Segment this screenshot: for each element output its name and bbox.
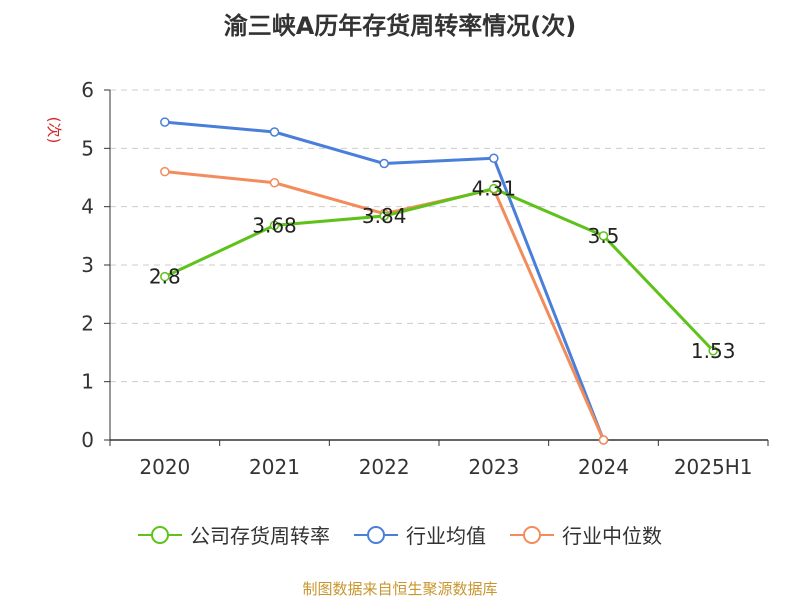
legend-label-industry-median: 行业中位数: [562, 524, 662, 548]
y-axis-label: (次): [45, 117, 63, 144]
y-tick-label: 0: [81, 428, 94, 452]
data-point: [160, 271, 170, 282]
data-label: 1.53: [691, 339, 736, 363]
legend-line-circle-icon: [354, 525, 398, 544]
legend-item-industry-median[interactable]: 行业中位数: [510, 520, 662, 549]
legend-line-circle-icon: [138, 525, 182, 544]
series-line: [164, 187, 715, 352]
data-point: [379, 158, 389, 169]
legend-label-industry-mean: 行业均值: [406, 524, 486, 548]
series-line: [164, 120, 605, 441]
data-point: [379, 211, 389, 221]
data-label: 3.68: [252, 213, 297, 237]
data-point: [269, 178, 280, 188]
data-point: [489, 183, 499, 194]
data-label: 4.31: [472, 177, 517, 201]
legend-line-circle-icon: [510, 525, 554, 544]
data-labels: 2.8 3.68 3.84 4.31 3.5 1.53: [149, 177, 736, 363]
data-label: 3.84: [362, 204, 407, 228]
y-tick-label: 3: [81, 253, 94, 277]
data-label: 3.5: [588, 224, 620, 248]
y-tick-label: 6: [81, 78, 94, 102]
data-point: [160, 117, 170, 127]
x-tick-label: 2025H1: [674, 455, 753, 479]
x-tick-label: 2020: [139, 455, 190, 479]
x-tick-label: 2024: [578, 455, 629, 479]
data-point: [489, 153, 499, 163]
chart-title: 渝三峡A历年存货周转率情况(次): [223, 12, 577, 40]
legend-item-company[interactable]: 公司存货周转率: [138, 520, 330, 549]
data-point: [598, 231, 609, 241]
legend-label-company: 公司存货周转率: [190, 524, 330, 548]
legend-item-industry-mean[interactable]: 行业均值: [354, 520, 486, 549]
y-tick-label: 5: [81, 136, 94, 160]
x-tick-label: 2023: [468, 455, 519, 479]
data-point: [269, 127, 280, 137]
axes: 0 1 2 3 4 5 6 2020 2021 2022 2023 2024 2025H1: [81, 78, 769, 479]
series-lines: [160, 117, 718, 445]
y-tick-label: 4: [81, 195, 94, 219]
grid-lines: [110, 89, 768, 383]
y-tick-label: 2: [81, 311, 94, 335]
data-point: [708, 346, 718, 356]
x-tick-label: 2022: [359, 455, 410, 479]
data-point: [598, 435, 609, 445]
legend: 公司存货周转率 行业均值 行业中位数: [0, 520, 800, 549]
footer-source: 制图数据来自恒生聚源数据库: [302, 580, 498, 598]
y-tick-label: 1: [81, 370, 94, 394]
data-label: 2.8: [149, 265, 181, 289]
data-point: [160, 166, 170, 177]
data-point: [269, 220, 280, 231]
x-tick-label: 2021: [249, 455, 300, 479]
